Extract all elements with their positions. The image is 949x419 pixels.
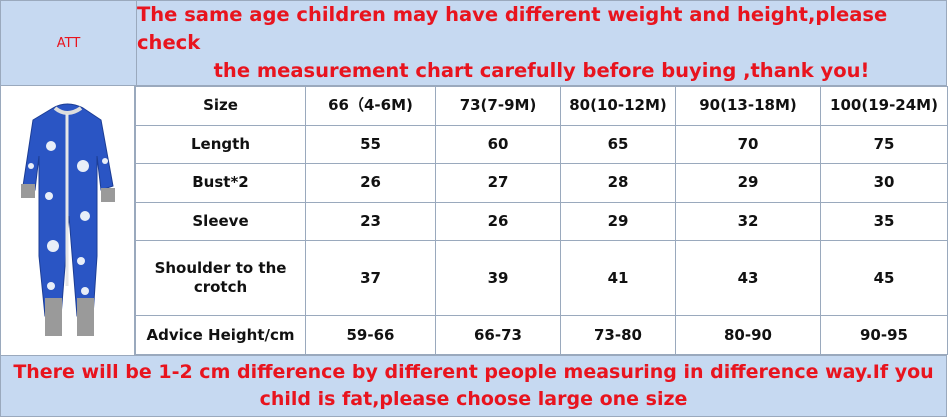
measurement: 60 xyxy=(435,124,561,165)
table-row: Shoulder to the crotch 37 39 41 43 45 xyxy=(135,240,948,317)
row-label: Advice Height/cm xyxy=(135,315,306,355)
row-label: Shoulder to the crotch xyxy=(135,240,306,317)
notice-line: There will be 1-2 cm difference by diffe… xyxy=(13,361,934,383)
notice-line: The same age children may have different… xyxy=(137,3,888,54)
measurement: 29 xyxy=(675,163,821,203)
row-label: Sleeve xyxy=(135,201,306,242)
measurement: 41 xyxy=(560,240,676,317)
header-notice: The same age children may have different… xyxy=(137,1,946,85)
table-row: Length 55 60 65 70 75 xyxy=(135,124,948,165)
measurement: 59-66 xyxy=(305,315,436,355)
measurement: 65 xyxy=(560,124,676,165)
measurement: 73-80 xyxy=(560,315,676,355)
measurement: 28 xyxy=(560,163,676,203)
measurement: 39 xyxy=(435,240,561,317)
measurement: 45 xyxy=(820,240,948,317)
footer-band: There will be 1-2 cm difference by diffe… xyxy=(0,355,947,417)
measurement: 29 xyxy=(560,201,676,242)
table-row: Advice Height/cm 59-66 66-73 73-80 80-90 90-9… xyxy=(135,315,948,355)
size-table: Size 66（4-6M) 73(7-9M) 80(10-12M) 90(13-18M)… xyxy=(135,86,948,355)
size-header: 100(19-24M) xyxy=(820,86,948,126)
measurement: 75 xyxy=(820,124,948,165)
measurement: 26 xyxy=(305,163,436,203)
row-label: Length xyxy=(135,124,306,165)
size-header: 73(7-9M) xyxy=(435,86,561,126)
measurement: 80-90 xyxy=(675,315,821,355)
table-row: Size 66（4-6M) 73(7-9M) 80(10-12M) 90(13-18M)… xyxy=(135,86,948,126)
measurement: 23 xyxy=(305,201,436,242)
header-label: ATT xyxy=(1,1,137,85)
measurement: 32 xyxy=(675,201,821,242)
measurement: 30 xyxy=(820,163,948,203)
measurement: 43 xyxy=(675,240,821,317)
header-band: ATT The same age children may have diffe… xyxy=(0,0,947,86)
measurement: 26 xyxy=(435,201,561,242)
measurement: 55 xyxy=(305,124,436,165)
size-header: 90(13-18M) xyxy=(675,86,821,126)
product-image xyxy=(0,86,135,355)
measurement: 37 xyxy=(305,240,436,317)
footer-notice: There will be 1-2 cm difference by diffe… xyxy=(1,356,946,416)
size-header: 66（4-6M) xyxy=(305,86,436,126)
row-label: Bust*2 xyxy=(135,163,306,203)
notice-line: the measurement chart carefully before b… xyxy=(213,59,870,82)
measurement: 35 xyxy=(820,201,948,242)
size-header: 80(10-12M) xyxy=(560,86,676,126)
measurement: 66-73 xyxy=(435,315,561,355)
notice-line: child is fat,please choose large one siz… xyxy=(259,388,688,410)
romper xyxy=(21,103,115,336)
table-row: Sleeve 23 26 29 32 35 xyxy=(135,201,948,242)
measurement: 70 xyxy=(675,124,821,165)
row-label: Size xyxy=(135,86,306,126)
measurement: 90-95 xyxy=(820,315,948,355)
table-row: Bust*2 26 27 28 29 30 xyxy=(135,163,948,203)
measurement: 27 xyxy=(435,163,561,203)
